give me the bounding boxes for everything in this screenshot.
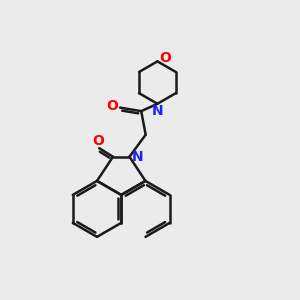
Text: O: O [92,134,104,148]
Text: N: N [152,104,163,118]
Text: N: N [132,150,143,164]
Text: O: O [106,99,118,113]
Text: O: O [160,51,172,65]
